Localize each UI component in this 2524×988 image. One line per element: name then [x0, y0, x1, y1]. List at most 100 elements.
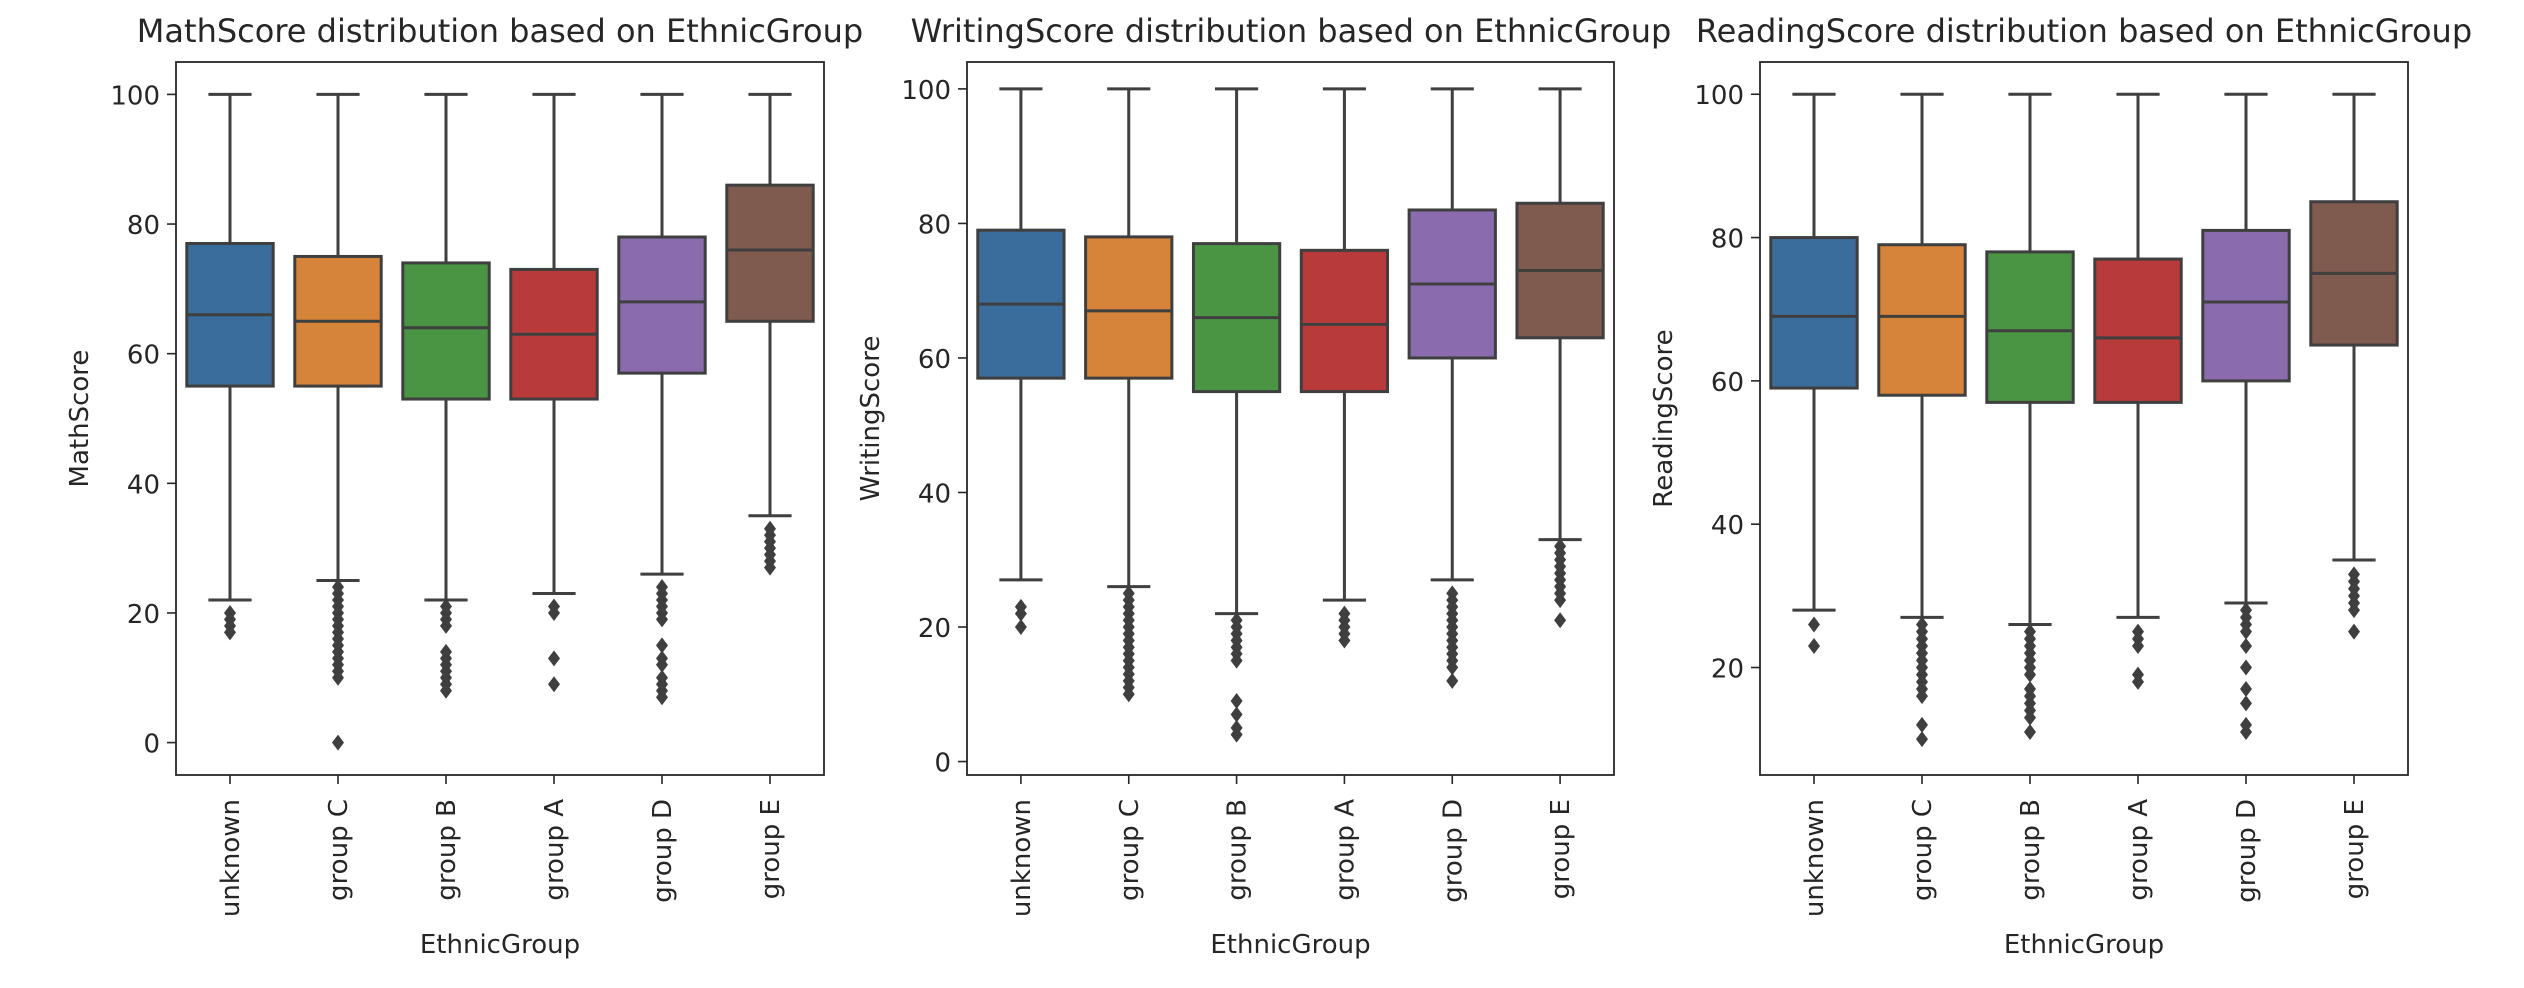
outlier-point — [1014, 605, 1027, 622]
chart-title: WritingScore distribution based on Ethni… — [911, 12, 1672, 50]
x-tick-label: group B — [432, 799, 462, 901]
x-tick-label: group D — [648, 799, 678, 903]
iqr-box — [2201, 228, 2291, 383]
x-axis-label: EthnicGroup — [1210, 930, 1370, 960]
outlier-point — [656, 689, 668, 706]
outlier-point — [2024, 709, 2036, 726]
y-tick-label: 20 — [127, 600, 160, 630]
x-tick-label: group E — [756, 799, 786, 899]
outlier-point — [1338, 632, 1351, 649]
x-tick-label: group D — [2232, 799, 2262, 903]
outlier-point — [656, 637, 668, 654]
box-group-C — [1084, 87, 1174, 703]
x-tick-label: group C — [324, 799, 354, 901]
outlier-point — [2240, 681, 2252, 698]
plot-frame — [1759, 61, 2409, 776]
outlier-point — [2348, 602, 2360, 619]
plot-frame — [966, 61, 1615, 776]
box-group-E — [2309, 92, 2399, 640]
y-tick-label: 40 — [1711, 511, 1744, 541]
y-tick-label: 60 — [1711, 368, 1744, 398]
outlier-point — [548, 676, 560, 693]
y-tick-label: 80 — [918, 210, 951, 240]
iqr-box — [401, 261, 491, 401]
iqr-box — [725, 183, 815, 323]
outlier-point — [764, 559, 776, 576]
iqr-box — [1299, 248, 1390, 394]
outlier-point — [440, 682, 452, 699]
outlier-point — [2132, 673, 2144, 690]
box-unknown — [976, 87, 1066, 636]
box-group-D — [2201, 92, 2291, 741]
outlier-point — [548, 650, 560, 667]
y-tick-label: 80 — [127, 211, 160, 241]
outlier-point — [1446, 672, 1459, 689]
x-tick-label: group A — [1330, 799, 1360, 901]
plot-frame — [175, 61, 825, 776]
outlier-point — [1122, 686, 1135, 703]
box-group-C — [1877, 92, 1967, 748]
y-tick-label: 60 — [918, 345, 951, 375]
y-tick-label: 20 — [918, 614, 951, 644]
x-tick-label: unknown — [1800, 799, 1830, 917]
y-tick-label: 0 — [143, 730, 160, 760]
iqr-box — [617, 235, 707, 375]
iqr-box — [1877, 243, 1967, 397]
box-group-E — [1515, 87, 1605, 629]
outlier-point — [656, 656, 668, 673]
y-tick-label: 100 — [901, 76, 951, 106]
outlier-point — [1808, 616, 1820, 633]
x-tick-label: group A — [2124, 799, 2154, 901]
x-tick-label: group B — [1223, 799, 1253, 901]
y-tick-label: 100 — [1694, 81, 1744, 111]
outlier-point — [224, 624, 236, 641]
box-unknown — [1769, 92, 1859, 655]
outlier-point — [2240, 659, 2252, 676]
outlier-point — [2240, 724, 2252, 741]
outlier-point — [1230, 652, 1243, 669]
box-group-A — [509, 92, 599, 693]
outlier-point — [548, 604, 560, 621]
x-tick-label: group E — [1546, 799, 1576, 899]
x-tick-label: group C — [1908, 799, 1938, 901]
iqr-box — [1084, 235, 1174, 380]
subplot-3: ReadingScore distribution based on Ethni… — [1649, 12, 2472, 960]
outlier-point — [2240, 638, 2252, 655]
box-group-B — [1191, 87, 1282, 743]
chart-title: ReadingScore distribution based on Ethni… — [1696, 12, 2472, 50]
x-axis-label: EthnicGroup — [2004, 930, 2164, 960]
outlier-point — [332, 669, 344, 686]
outlier-point — [656, 611, 668, 628]
outlier-point — [1916, 731, 1928, 748]
outlier-point — [440, 617, 452, 634]
outlier-point — [1230, 693, 1243, 710]
y-tick-label: 40 — [127, 470, 160, 500]
y-tick-label: 20 — [1711, 655, 1744, 685]
outlier-point — [2240, 695, 2252, 712]
outlier-point — [1554, 612, 1567, 629]
box-group-C — [293, 92, 383, 751]
x-tick-label: unknown — [216, 799, 246, 917]
outlier-point — [2024, 666, 2036, 683]
y-axis-label: ReadingScore — [1649, 329, 1679, 507]
y-tick-label: 60 — [127, 341, 160, 371]
x-tick-label: unknown — [1007, 799, 1037, 917]
outlier-point — [2132, 638, 2144, 655]
iqr-box — [1769, 236, 1859, 390]
outlier-point — [2348, 623, 2360, 640]
outlier-point — [1554, 592, 1567, 609]
subplot-2: WritingScore distribution based on Ethni… — [856, 12, 1671, 960]
box-group-A — [2093, 92, 2183, 690]
outlier-point — [332, 734, 344, 751]
x-tick-label: group E — [2340, 799, 2370, 899]
outlier-point — [1014, 619, 1027, 636]
x-tick-label: group C — [1115, 799, 1145, 901]
outlier-point — [1230, 726, 1243, 743]
y-tick-label: 0 — [934, 749, 951, 779]
outlier-point — [1916, 688, 1928, 705]
box-group-A — [1299, 87, 1390, 649]
x-tick-label: group B — [2016, 799, 2046, 901]
y-tick-label: 40 — [918, 479, 951, 509]
